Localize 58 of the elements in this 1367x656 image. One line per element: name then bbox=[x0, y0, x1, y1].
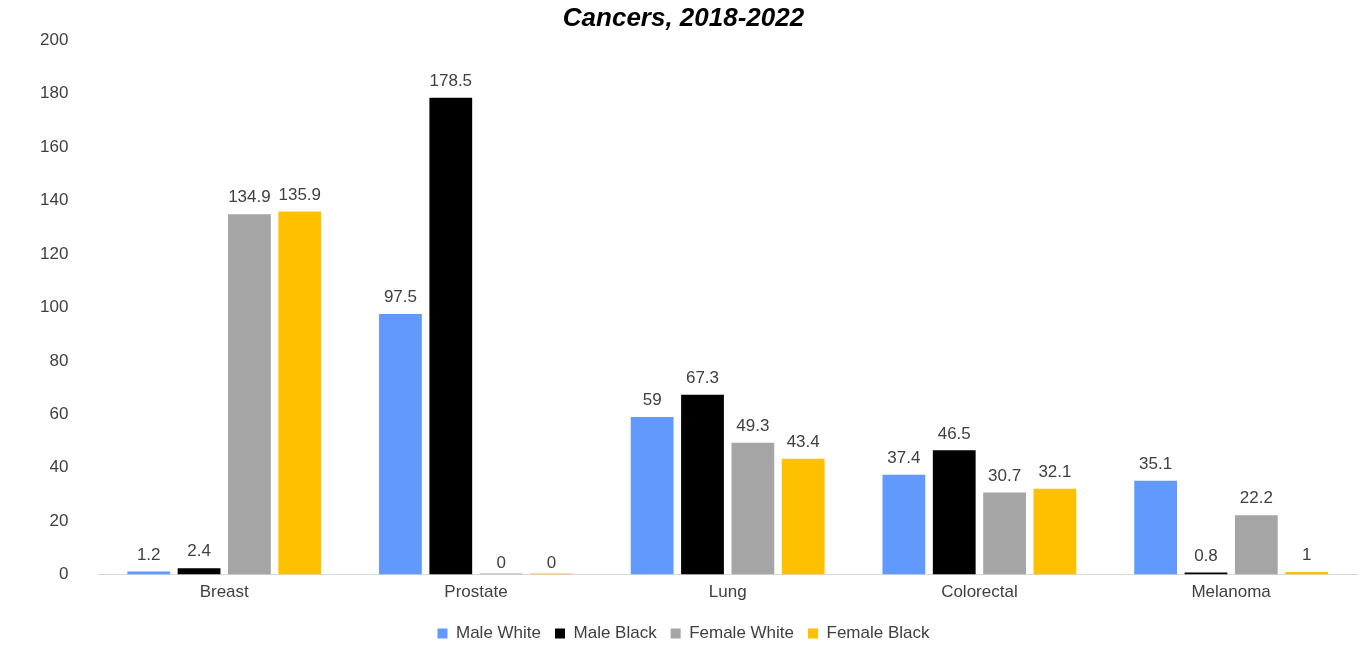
y-tick-label: 100 bbox=[39, 297, 69, 317]
x-tick-label: Lung bbox=[708, 582, 747, 602]
y-tick-label: 160 bbox=[39, 136, 69, 156]
legend-label: Male Black bbox=[573, 623, 658, 643]
data-label: 1.2 bbox=[136, 544, 161, 564]
data-label: 49.3 bbox=[736, 416, 770, 436]
data-label: 1 bbox=[1301, 545, 1312, 565]
y-tick-label: 200 bbox=[39, 29, 69, 49]
bar bbox=[429, 97, 473, 575]
chart-title: Cancers, 2018-2022 bbox=[562, 1, 805, 32]
data-label: 2.4 bbox=[187, 541, 211, 561]
legend-label: Male White bbox=[456, 623, 542, 643]
bar bbox=[882, 474, 926, 575]
y-tick-label: 80 bbox=[49, 350, 69, 370]
bar bbox=[630, 416, 674, 575]
data-label: 67.3 bbox=[685, 367, 720, 387]
bar bbox=[781, 458, 825, 575]
data-label: 32.1 bbox=[1038, 462, 1072, 482]
bar bbox=[1033, 488, 1077, 575]
data-label: 22.2 bbox=[1239, 488, 1273, 508]
data-label: 37.4 bbox=[887, 447, 921, 467]
bar bbox=[1234, 515, 1278, 575]
data-label: 46.5 bbox=[937, 423, 971, 443]
data-label: 30.7 bbox=[988, 465, 1022, 485]
y-tick-label: 120 bbox=[39, 243, 69, 263]
bar bbox=[177, 568, 221, 575]
bar bbox=[1134, 480, 1178, 575]
bar bbox=[983, 492, 1026, 575]
data-label: 59 bbox=[642, 390, 662, 410]
y-tick-label: 60 bbox=[49, 403, 69, 423]
x-tick-label: Prostate bbox=[444, 582, 508, 602]
y-tick-label: 40 bbox=[49, 457, 69, 477]
bar bbox=[278, 211, 322, 575]
data-label: 0.8 bbox=[1194, 545, 1218, 565]
x-tick-label: Colorectal bbox=[941, 582, 1018, 602]
data-label: 43.4 bbox=[786, 431, 820, 451]
bar bbox=[228, 214, 271, 575]
data-label: 135.9 bbox=[278, 184, 322, 204]
bar bbox=[731, 442, 775, 575]
data-label: 178.5 bbox=[429, 70, 473, 90]
y-tick-label: 0 bbox=[58, 564, 69, 584]
data-label: 134.9 bbox=[228, 187, 271, 207]
data-label: 97.5 bbox=[383, 287, 417, 307]
data-label: 0 bbox=[496, 552, 506, 572]
y-tick-label: 180 bbox=[39, 83, 69, 103]
bar bbox=[379, 314, 422, 575]
data-label: 0 bbox=[546, 552, 557, 572]
bar bbox=[681, 394, 724, 575]
bar bbox=[1184, 572, 1228, 575]
y-tick-label: 20 bbox=[49, 510, 69, 530]
x-tick-label: Melanoma bbox=[1191, 582, 1272, 602]
bar bbox=[127, 571, 171, 575]
legend-label: Female Black bbox=[826, 623, 930, 643]
y-tick-label: 140 bbox=[39, 190, 69, 210]
bar bbox=[932, 450, 976, 575]
data-label: 35.1 bbox=[1139, 454, 1173, 473]
x-tick-label: Breast bbox=[199, 582, 250, 602]
legend-label: Female White bbox=[689, 623, 795, 643]
